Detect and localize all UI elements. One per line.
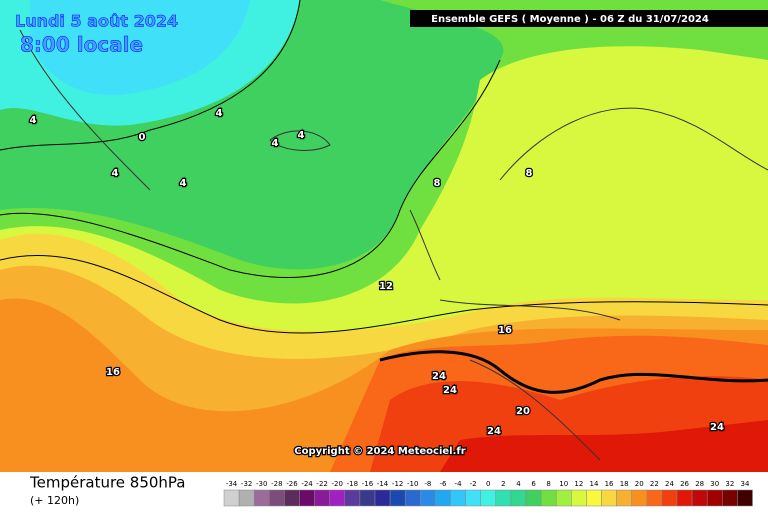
legend-label: -14 bbox=[377, 480, 389, 488]
legend-swatch bbox=[238, 489, 255, 507]
copyright: Copyright © 2024 Meteociel.fr bbox=[294, 446, 465, 457]
legend-label: -26 bbox=[286, 480, 298, 488]
legend-swatch bbox=[706, 489, 723, 507]
legend-label: 22 bbox=[650, 480, 659, 488]
contour-label: 4 bbox=[216, 108, 223, 119]
legend-label: 16 bbox=[605, 480, 614, 488]
legend-swatch bbox=[571, 489, 587, 507]
legend-swatch bbox=[284, 489, 300, 507]
legend-label: -32 bbox=[241, 480, 252, 488]
legend-label: -18 bbox=[347, 480, 358, 488]
contour-label: 8 bbox=[434, 178, 441, 189]
legend-label: 20 bbox=[635, 480, 644, 488]
legend-swatch bbox=[420, 489, 436, 507]
legend-label: 28 bbox=[695, 480, 704, 488]
legend-swatch bbox=[450, 489, 466, 507]
legend-swatch bbox=[646, 489, 663, 507]
legend-label: 24 bbox=[665, 480, 674, 488]
legend-label: 30 bbox=[710, 480, 719, 488]
legend-swatch bbox=[525, 489, 542, 507]
legend-label: 10 bbox=[559, 480, 568, 488]
legend-swatch bbox=[495, 489, 512, 507]
contour-label: 8 bbox=[526, 168, 533, 179]
legend-label: -4 bbox=[455, 480, 463, 488]
contour-label: 4 bbox=[180, 178, 187, 189]
legend-swatch bbox=[389, 489, 406, 507]
legend-label: 34 bbox=[740, 480, 749, 488]
legend-swatch bbox=[555, 489, 572, 507]
legend-swatch bbox=[737, 489, 753, 507]
legend-swatch bbox=[314, 489, 330, 507]
legend-swatch bbox=[691, 489, 708, 507]
map-background bbox=[0, 0, 768, 472]
legend-swatch bbox=[329, 489, 346, 507]
legend-swatch bbox=[616, 489, 632, 507]
legend-label: -12 bbox=[392, 480, 403, 488]
legend-label: -22 bbox=[316, 480, 327, 488]
legend-label: -16 bbox=[362, 480, 374, 488]
contour-label: 24 bbox=[710, 422, 724, 433]
legend-label: 0 bbox=[486, 480, 490, 488]
legend-label: -34 bbox=[226, 480, 238, 488]
legend-swatch bbox=[465, 489, 481, 507]
model-info: Ensemble GEFS ( Moyenne ) - 06 Z du 31/0… bbox=[431, 14, 709, 25]
legend-swatch bbox=[374, 489, 391, 507]
legend-label: 2 bbox=[501, 480, 505, 488]
legend-label: 32 bbox=[725, 480, 734, 488]
contour-label: 12 bbox=[379, 281, 393, 292]
legend-label: 4 bbox=[516, 480, 521, 488]
contour-label: 20 bbox=[516, 406, 530, 417]
contour-label: 24 bbox=[487, 426, 501, 437]
legend-label: 8 bbox=[546, 480, 550, 488]
contour-label: 4 bbox=[112, 168, 119, 179]
legend-swatch bbox=[404, 489, 421, 507]
contour-label: 16 bbox=[106, 367, 120, 378]
legend-label: -20 bbox=[332, 480, 343, 488]
legend-swatch bbox=[631, 489, 648, 507]
legend-label: 6 bbox=[531, 480, 536, 488]
contour-label: 0 bbox=[139, 132, 146, 143]
contour-label: 4 bbox=[272, 138, 279, 149]
legend-label: 26 bbox=[680, 480, 689, 488]
footer-lead: (+ 120h) bbox=[30, 494, 79, 507]
legend-label: 18 bbox=[620, 480, 629, 488]
legend-label: -30 bbox=[256, 480, 267, 488]
legend-swatch bbox=[269, 489, 285, 507]
contour-label: 24 bbox=[432, 371, 446, 382]
legend-swatch bbox=[299, 489, 315, 507]
legend-swatch bbox=[540, 489, 557, 507]
legend-swatch bbox=[676, 489, 693, 507]
legend-swatch bbox=[223, 489, 240, 507]
legend-label: -10 bbox=[407, 480, 418, 488]
legend-label: 12 bbox=[574, 480, 583, 488]
legend-swatch bbox=[722, 489, 738, 507]
contour-label: 16 bbox=[498, 325, 512, 336]
legend-swatch bbox=[435, 489, 451, 507]
legend-swatch bbox=[601, 489, 617, 507]
legend-swatch bbox=[480, 489, 497, 507]
legend-label: -24 bbox=[301, 480, 313, 488]
contour-label: 4 bbox=[298, 130, 305, 141]
header-bar bbox=[410, 10, 768, 27]
date-title: Lundi 5 août 2024 bbox=[15, 12, 178, 31]
legend-swatch bbox=[586, 489, 602, 507]
legend-swatch bbox=[253, 489, 270, 507]
legend-swatch bbox=[344, 489, 361, 507]
legend-swatch bbox=[510, 489, 527, 507]
legend-label: -8 bbox=[424, 480, 431, 488]
footer-title: Température 850hPa bbox=[29, 474, 186, 492]
contour-label: 24 bbox=[443, 385, 457, 396]
legend-label: -6 bbox=[439, 480, 447, 488]
legend-label: 14 bbox=[589, 480, 598, 488]
contour-label: 4 bbox=[30, 115, 37, 126]
legend-swatch bbox=[661, 489, 678, 507]
legend-label: -2 bbox=[470, 480, 477, 488]
legend-label: -28 bbox=[271, 480, 282, 488]
legend-swatch bbox=[359, 489, 376, 507]
time-title: 8:00 locale bbox=[20, 33, 143, 57]
